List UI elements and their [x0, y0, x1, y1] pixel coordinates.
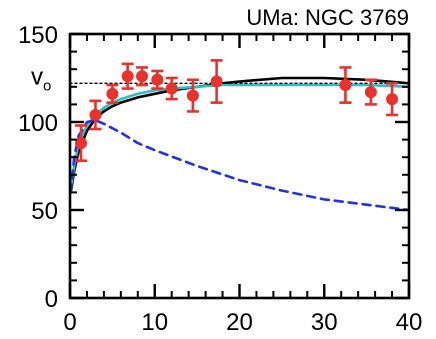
- x-tick-label: 0: [63, 309, 76, 336]
- plot-inner: [70, 76, 409, 212]
- v0-main: v: [31, 63, 43, 90]
- data-point: [364, 86, 377, 99]
- component-curve-dashed-3: [70, 118, 409, 212]
- v0-label: vo: [31, 63, 51, 94]
- y-tick-label: 0: [45, 286, 58, 313]
- x-tick-label: 30: [311, 309, 338, 336]
- chart-title: UMa: NGC 3769: [246, 5, 409, 30]
- data-point: [151, 73, 164, 86]
- y-tick-label: 150: [18, 22, 58, 49]
- model-curve-2: [70, 83, 409, 191]
- y-tick-label: 100: [18, 110, 58, 137]
- y-tick-label: 50: [31, 198, 58, 225]
- tick-labels: 0 10 20 30 40 0 50 100 150: [18, 22, 422, 336]
- data-point: [106, 87, 119, 100]
- model-curve-1: [70, 76, 409, 194]
- data-point: [210, 75, 223, 88]
- x-tick-label: 10: [141, 309, 168, 336]
- plot-area: [68, 32, 411, 300]
- data-point: [165, 82, 178, 95]
- data-point: [75, 137, 88, 150]
- v0-subscript: o: [43, 77, 51, 94]
- data-point: [186, 89, 199, 102]
- plot-frame: [68, 32, 411, 300]
- data-point: [121, 70, 134, 83]
- data-point: [89, 108, 102, 121]
- data-point: [136, 70, 149, 83]
- x-tick-label: 20: [226, 309, 253, 336]
- v0-annotation: vo: [31, 63, 51, 94]
- data-point: [386, 93, 399, 106]
- data-point: [339, 79, 352, 92]
- x-tick-label: 40: [396, 309, 423, 336]
- axis-ticks: [68, 32, 411, 300]
